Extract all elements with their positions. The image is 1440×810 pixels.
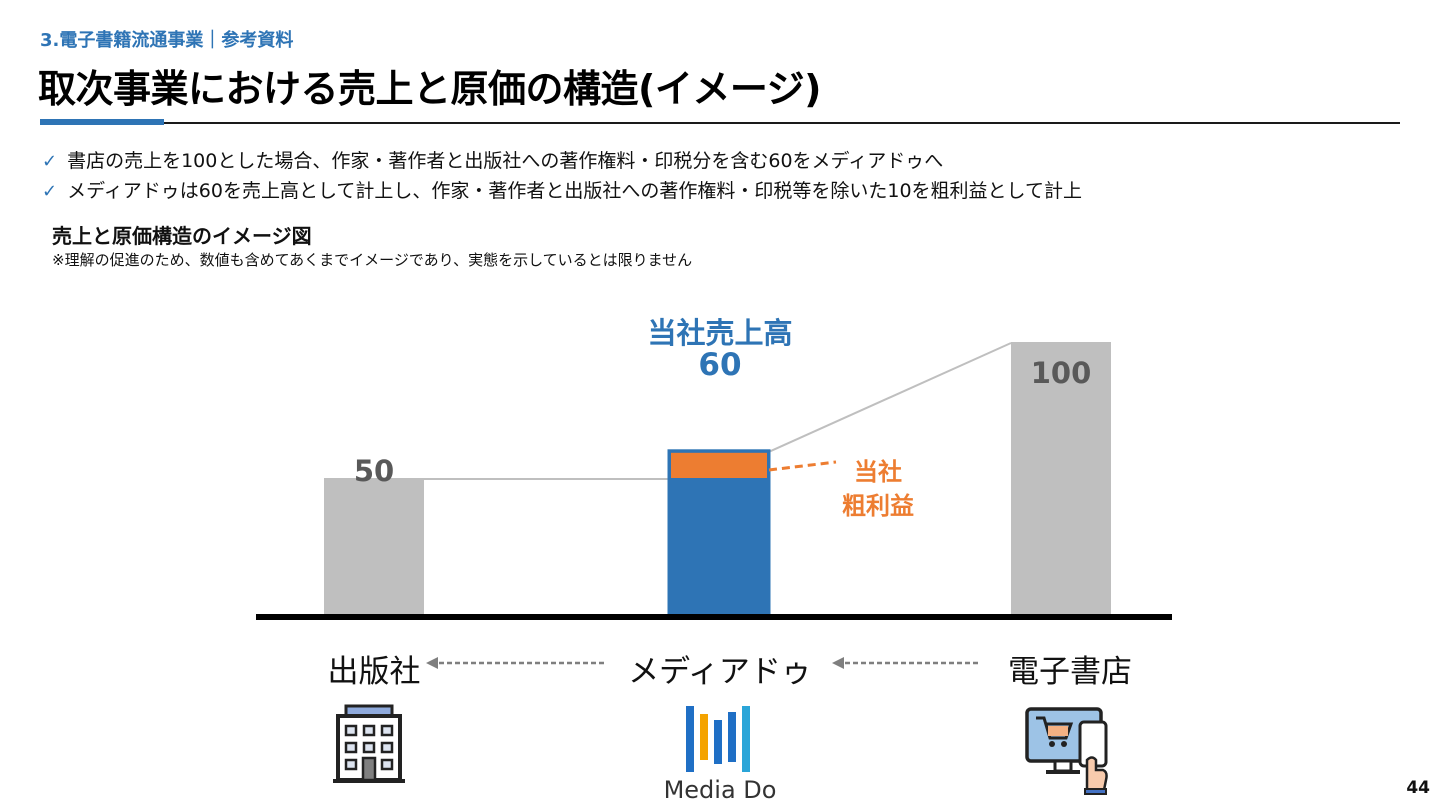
profit-value-label: 10 <box>704 409 736 434</box>
online-store-monitor-icon <box>1025 707 1108 795</box>
category-label-bookstore: 電子書店 <box>1008 654 1132 690</box>
bullet-item: ✓ 書店の売上を100とした場合、作家・著作者と出版社への著作権料・印税分を含む6… <box>42 146 943 173</box>
bar-publisher <box>324 478 424 614</box>
flow-arrow-bookstore-to-mediado-head <box>832 657 844 669</box>
bar-profit-segment <box>671 452 767 478</box>
sales-value-label: 60 <box>698 347 742 383</box>
category-label-mediado: メディアドゥ <box>628 654 812 690</box>
flow-arrow-mediado-to-publisher-head <box>426 657 438 669</box>
profit-callout-line <box>768 460 837 472</box>
bullet-text: メディアドゥは60を売上高として計上し、作家・著作者と出版社への著作権料・印税等… <box>67 180 1082 202</box>
checkmark-icon: ✓ <box>42 151 58 172</box>
media-do-logo-icon <box>686 706 750 772</box>
checkmark-icon: ✓ <box>42 181 58 202</box>
bar-bookstore <box>1011 342 1111 614</box>
category-label-publisher: 出版社 <box>327 654 421 690</box>
profit-label-line2: 粗利益 <box>842 492 914 520</box>
media-do-logo-text: Media Do <box>663 776 777 804</box>
bullet-text: 書店の売上を100とした場合、作家・著作者と出版社への著作権料・印税分を含む60… <box>67 150 944 172</box>
section-label: 3.電子書籍流通事業｜参考資料 <box>40 30 294 51</box>
sales-title-label: 当社売上高 <box>647 316 793 350</box>
bookstore-value-label: 100 <box>1030 356 1092 390</box>
publisher-value-label: 50 <box>353 454 395 488</box>
diagram-note: ※理解の促進のため、数値も含めてあくまでイメージであり、実態を示しているとは限り… <box>52 251 693 269</box>
title-divider <box>40 122 1400 124</box>
page-title: 取次事業における売上と原価の構造(イメージ) <box>38 67 821 111</box>
diagram-heading: 売上と原価構造のイメージ図 <box>52 224 312 248</box>
connector-line <box>768 342 1012 453</box>
title-divider-accent <box>40 119 164 125</box>
office-building-icon <box>333 704 405 783</box>
page-number: 44 <box>1406 778 1430 798</box>
profit-label-line1: 当社 <box>854 458 902 486</box>
bullet-item: ✓ メディアドゥは60を売上高として計上し、作家・著作者と出版社への著作権料・印税… <box>42 176 1082 203</box>
